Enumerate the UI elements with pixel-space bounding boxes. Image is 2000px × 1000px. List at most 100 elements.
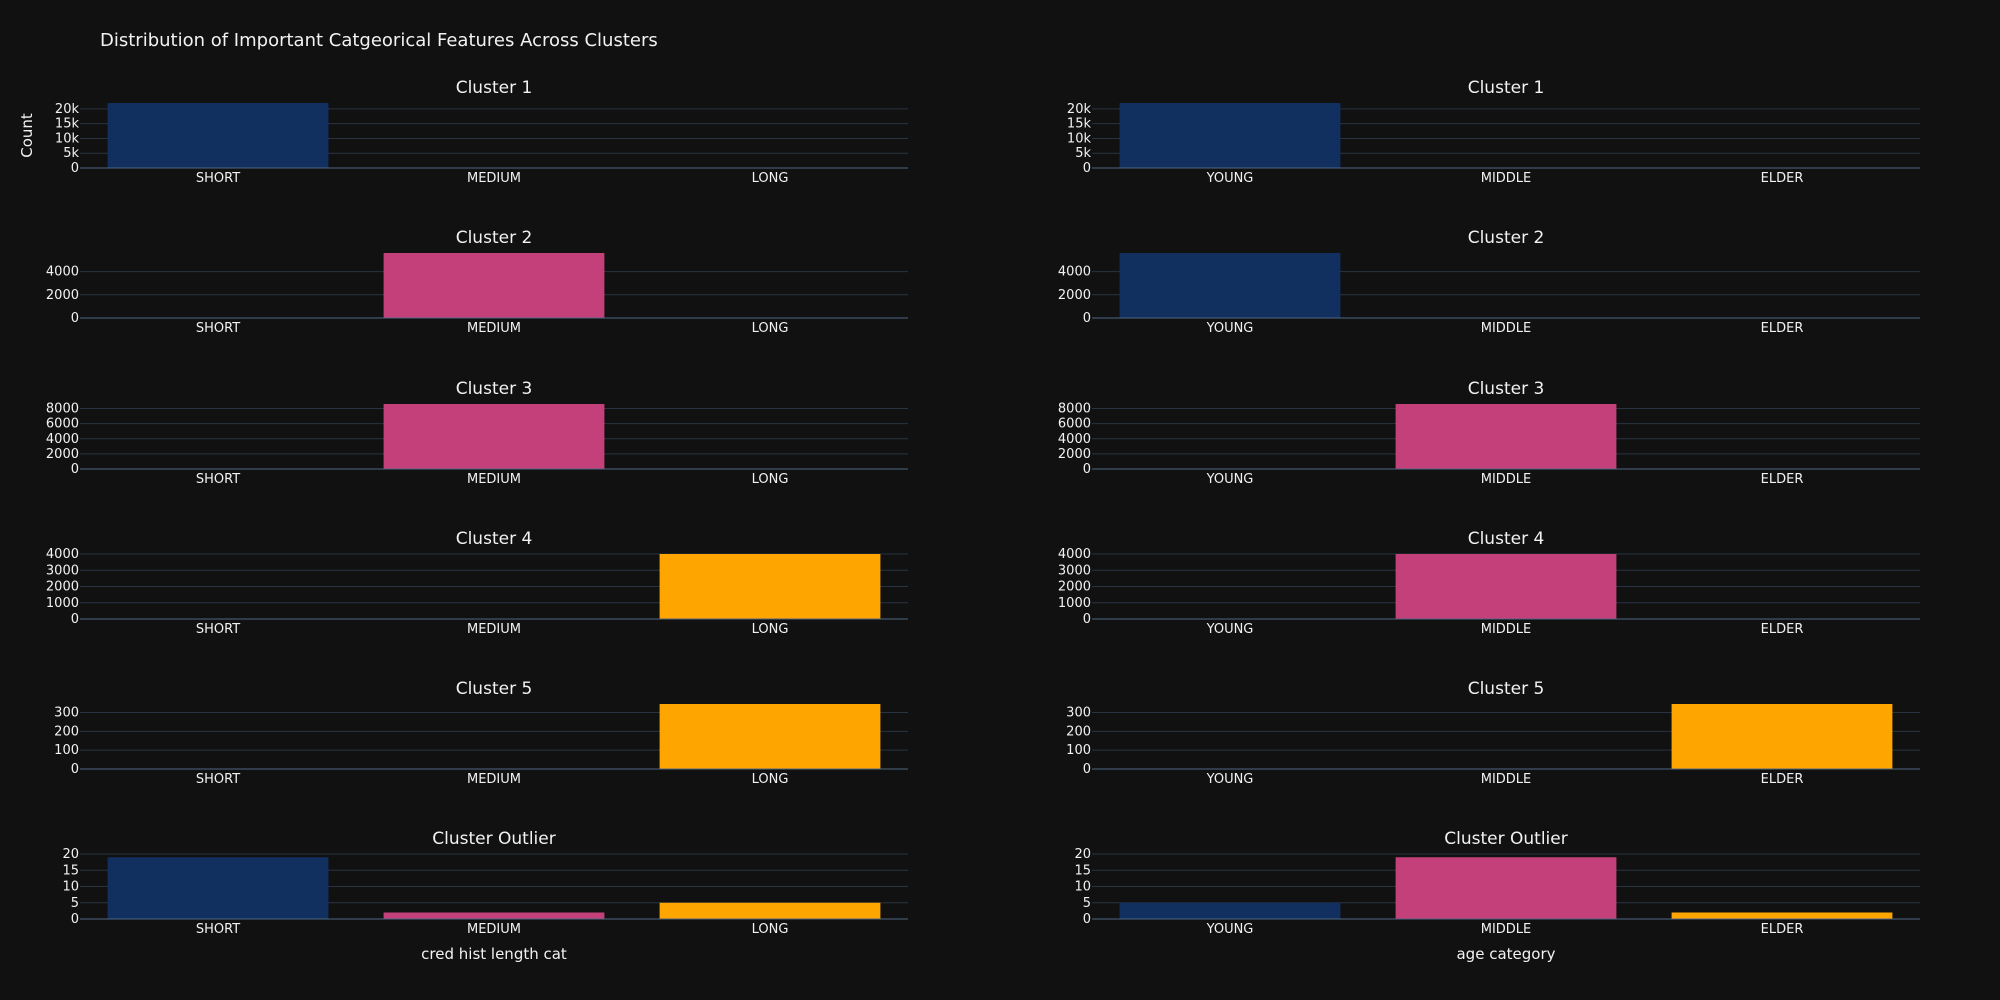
- subplot-right-4-y-tick-label: 2000: [1058, 580, 1091, 595]
- subplot-left-6-y-tick-label: 20: [62, 847, 79, 862]
- subplot-left-2-y-tick-label: 2000: [46, 288, 79, 303]
- subplot-left-3-y-tick-label: 6000: [46, 417, 79, 432]
- subplot-right-2-title: Cluster 2: [1468, 228, 1545, 248]
- subplot-right-2-y-tick-label: 2000: [1058, 288, 1091, 303]
- subplot-left-4-x-tick-label: MEDIUM: [467, 622, 521, 637]
- subplot-right-1-y-tick-label: 5k: [1075, 146, 1091, 161]
- subplot-right-2-y-tick-label: 4000: [1058, 265, 1091, 280]
- subplot-right-3-x-tick-label: YOUNG: [1206, 472, 1254, 487]
- subplot-right-5-y-tick-label: 200: [1066, 724, 1091, 739]
- subplot-right-4-y-tick-label: 4000: [1058, 547, 1091, 562]
- subplot-left-4-y-tick-label: 0: [71, 612, 79, 627]
- subplot-left-6-title: Cluster Outlier: [432, 829, 555, 849]
- subplot-right-1-y-tick-label: 10k: [1067, 131, 1092, 146]
- subplot-left-5-x-tick-label: SHORT: [196, 772, 240, 787]
- subplot-left-3-y-tick-label: 2000: [46, 447, 79, 462]
- subplot-left-5-title: Cluster 5: [456, 679, 533, 699]
- subplot-right-2-x-tick-label: MIDDLE: [1481, 321, 1532, 336]
- subplot-left-4-title: Cluster 4: [456, 529, 533, 549]
- subplot-left-2-y-tick-label: 0: [71, 311, 79, 326]
- y-axis-title: Count: [18, 113, 36, 158]
- subplot-left-6-y-tick-label: 15: [62, 863, 79, 878]
- subplot-right-3-x-tick-label: ELDER: [1761, 472, 1804, 487]
- subplot-right-6-bar-middle: [1395, 857, 1617, 919]
- subplot-right-2-x-tick-label: ELDER: [1761, 321, 1804, 336]
- subplot-left-5-y-tick-label: 300: [54, 705, 79, 720]
- subplot-left-5-y-tick-label: 200: [54, 724, 79, 739]
- subplot-left-1-y-tick-label: 15k: [55, 117, 80, 132]
- subplot-right-6-x-tick-label: YOUNG: [1206, 922, 1254, 937]
- subplot-left-1-y-tick-label: 10k: [55, 131, 80, 146]
- subplot-left-6-x-tick-label: MEDIUM: [467, 922, 521, 937]
- subplot-left-3-y-tick-label: 8000: [46, 402, 79, 417]
- subplot-right-1-x-tick-label: ELDER: [1761, 171, 1804, 186]
- subplot-left-6-y-tick-label: 0: [71, 912, 79, 927]
- subplot-right-3-y-tick-label: 2000: [1058, 447, 1091, 462]
- subplot-right-4-bar-middle: [1395, 554, 1617, 619]
- subplot-left-4-y-tick-label: 1000: [46, 596, 79, 611]
- subplot-right-3-y-tick-label: 0: [1083, 462, 1091, 477]
- subplot-left-1-title: Cluster 1: [456, 78, 533, 98]
- subplot-right-4-y-tick-label: 1000: [1058, 596, 1091, 611]
- subplot-right-5-x-tick-label: YOUNG: [1206, 772, 1254, 787]
- subplot-left-3-x-tick-label: SHORT: [196, 472, 240, 487]
- subplot-right-5-title: Cluster 5: [1468, 679, 1545, 699]
- subplot-right-5-y-tick-label: 100: [1066, 743, 1091, 758]
- subplot-right-6-y-tick-label: 20: [1074, 847, 1091, 862]
- subplot-left-3-x-tick-label: MEDIUM: [467, 472, 521, 487]
- subplot-left-6-y-tick-label: 10: [62, 880, 79, 895]
- subplot-left-4-x-tick-label: SHORT: [196, 622, 240, 637]
- subplot-right-6-x-tick-label: ELDER: [1761, 922, 1804, 937]
- subplot-left-4-y-tick-label: 3000: [46, 563, 79, 578]
- subplot-right-1-bar-young: [1119, 103, 1341, 168]
- subplot-right-5-x-tick-label: MIDDLE: [1481, 772, 1532, 787]
- subplot-right-3-y-tick-label: 4000: [1058, 432, 1091, 447]
- subplot-right-5-x-tick-label: ELDER: [1761, 772, 1804, 787]
- subplot-right-4-x-tick-label: ELDER: [1761, 622, 1804, 637]
- subplot-right-6-y-tick-label: 0: [1083, 912, 1091, 927]
- subplot-left-2-title: Cluster 2: [456, 228, 533, 248]
- subplot-left-6-bar-medium: [383, 912, 605, 919]
- subplot-right-3-y-tick-label: 6000: [1058, 417, 1091, 432]
- subplot-left-2-x-tick-label: LONG: [752, 321, 789, 336]
- subplot-left-6-x-tick-label: SHORT: [196, 922, 240, 937]
- subplot-left-4-bar-long: [659, 554, 881, 619]
- subplot-left-2-x-tick-label: MEDIUM: [467, 321, 521, 336]
- subplot-right-6-title: Cluster Outlier: [1444, 829, 1567, 849]
- subplot-right-3-bar-middle: [1395, 404, 1617, 469]
- subplot-left-3-bar-medium: [383, 404, 605, 469]
- subplot-left-4-x-tick-label: LONG: [752, 622, 789, 637]
- subplot-right-4-x-tick-label: YOUNG: [1206, 622, 1254, 637]
- subplot-left-4-y-tick-label: 4000: [46, 547, 79, 562]
- subplot-right-6-y-tick-label: 15: [1074, 863, 1091, 878]
- subplot-left-1-y-tick-label: 5k: [63, 146, 79, 161]
- subplot-left-1-x-tick-label: MEDIUM: [467, 171, 521, 186]
- subplot-left-1-x-tick-label: LONG: [752, 171, 789, 186]
- subplot-right-4-x-tick-label: MIDDLE: [1481, 622, 1532, 637]
- subplot-left-2-y-tick-label: 4000: [46, 265, 79, 280]
- subplot-left-6-bar-short: [107, 857, 329, 919]
- subplot-left-2-x-tick-label: SHORT: [196, 321, 240, 336]
- subplot-right-3-x-tick-label: MIDDLE: [1481, 472, 1532, 487]
- subplot-left-1-x-tick-label: SHORT: [196, 171, 240, 186]
- subplot-right-6-x-axis-title: age category: [1456, 945, 1555, 963]
- subplot-right-4-title: Cluster 4: [1468, 529, 1545, 549]
- subplot-right-1-title: Cluster 1: [1468, 78, 1545, 98]
- subplot-left-5-y-tick-label: 0: [71, 762, 79, 777]
- subplot-right-1-y-tick-label: 15k: [1067, 117, 1092, 132]
- subplot-left-3-x-tick-label: LONG: [752, 472, 789, 487]
- subplot-right-6-y-tick-label: 5: [1083, 896, 1091, 911]
- subplot-right-3-y-tick-label: 8000: [1058, 402, 1091, 417]
- chart-title: Distribution of Important Catgeorical Fe…: [100, 30, 658, 51]
- subplot-left-3-y-tick-label: 0: [71, 462, 79, 477]
- subplot-right-5-bar-elder: [1671, 704, 1893, 769]
- subplot-left-5-y-tick-label: 100: [54, 743, 79, 758]
- subplot-right-2-x-tick-label: YOUNG: [1206, 321, 1254, 336]
- subplot-right-2-bar-young: [1119, 253, 1341, 318]
- subplot-left-4-y-tick-label: 2000: [46, 580, 79, 595]
- subplot-left-6-x-tick-label: LONG: [752, 922, 789, 937]
- subplot-left-5-bar-long: [659, 704, 881, 769]
- subplot-right-5-y-tick-label: 0: [1083, 762, 1091, 777]
